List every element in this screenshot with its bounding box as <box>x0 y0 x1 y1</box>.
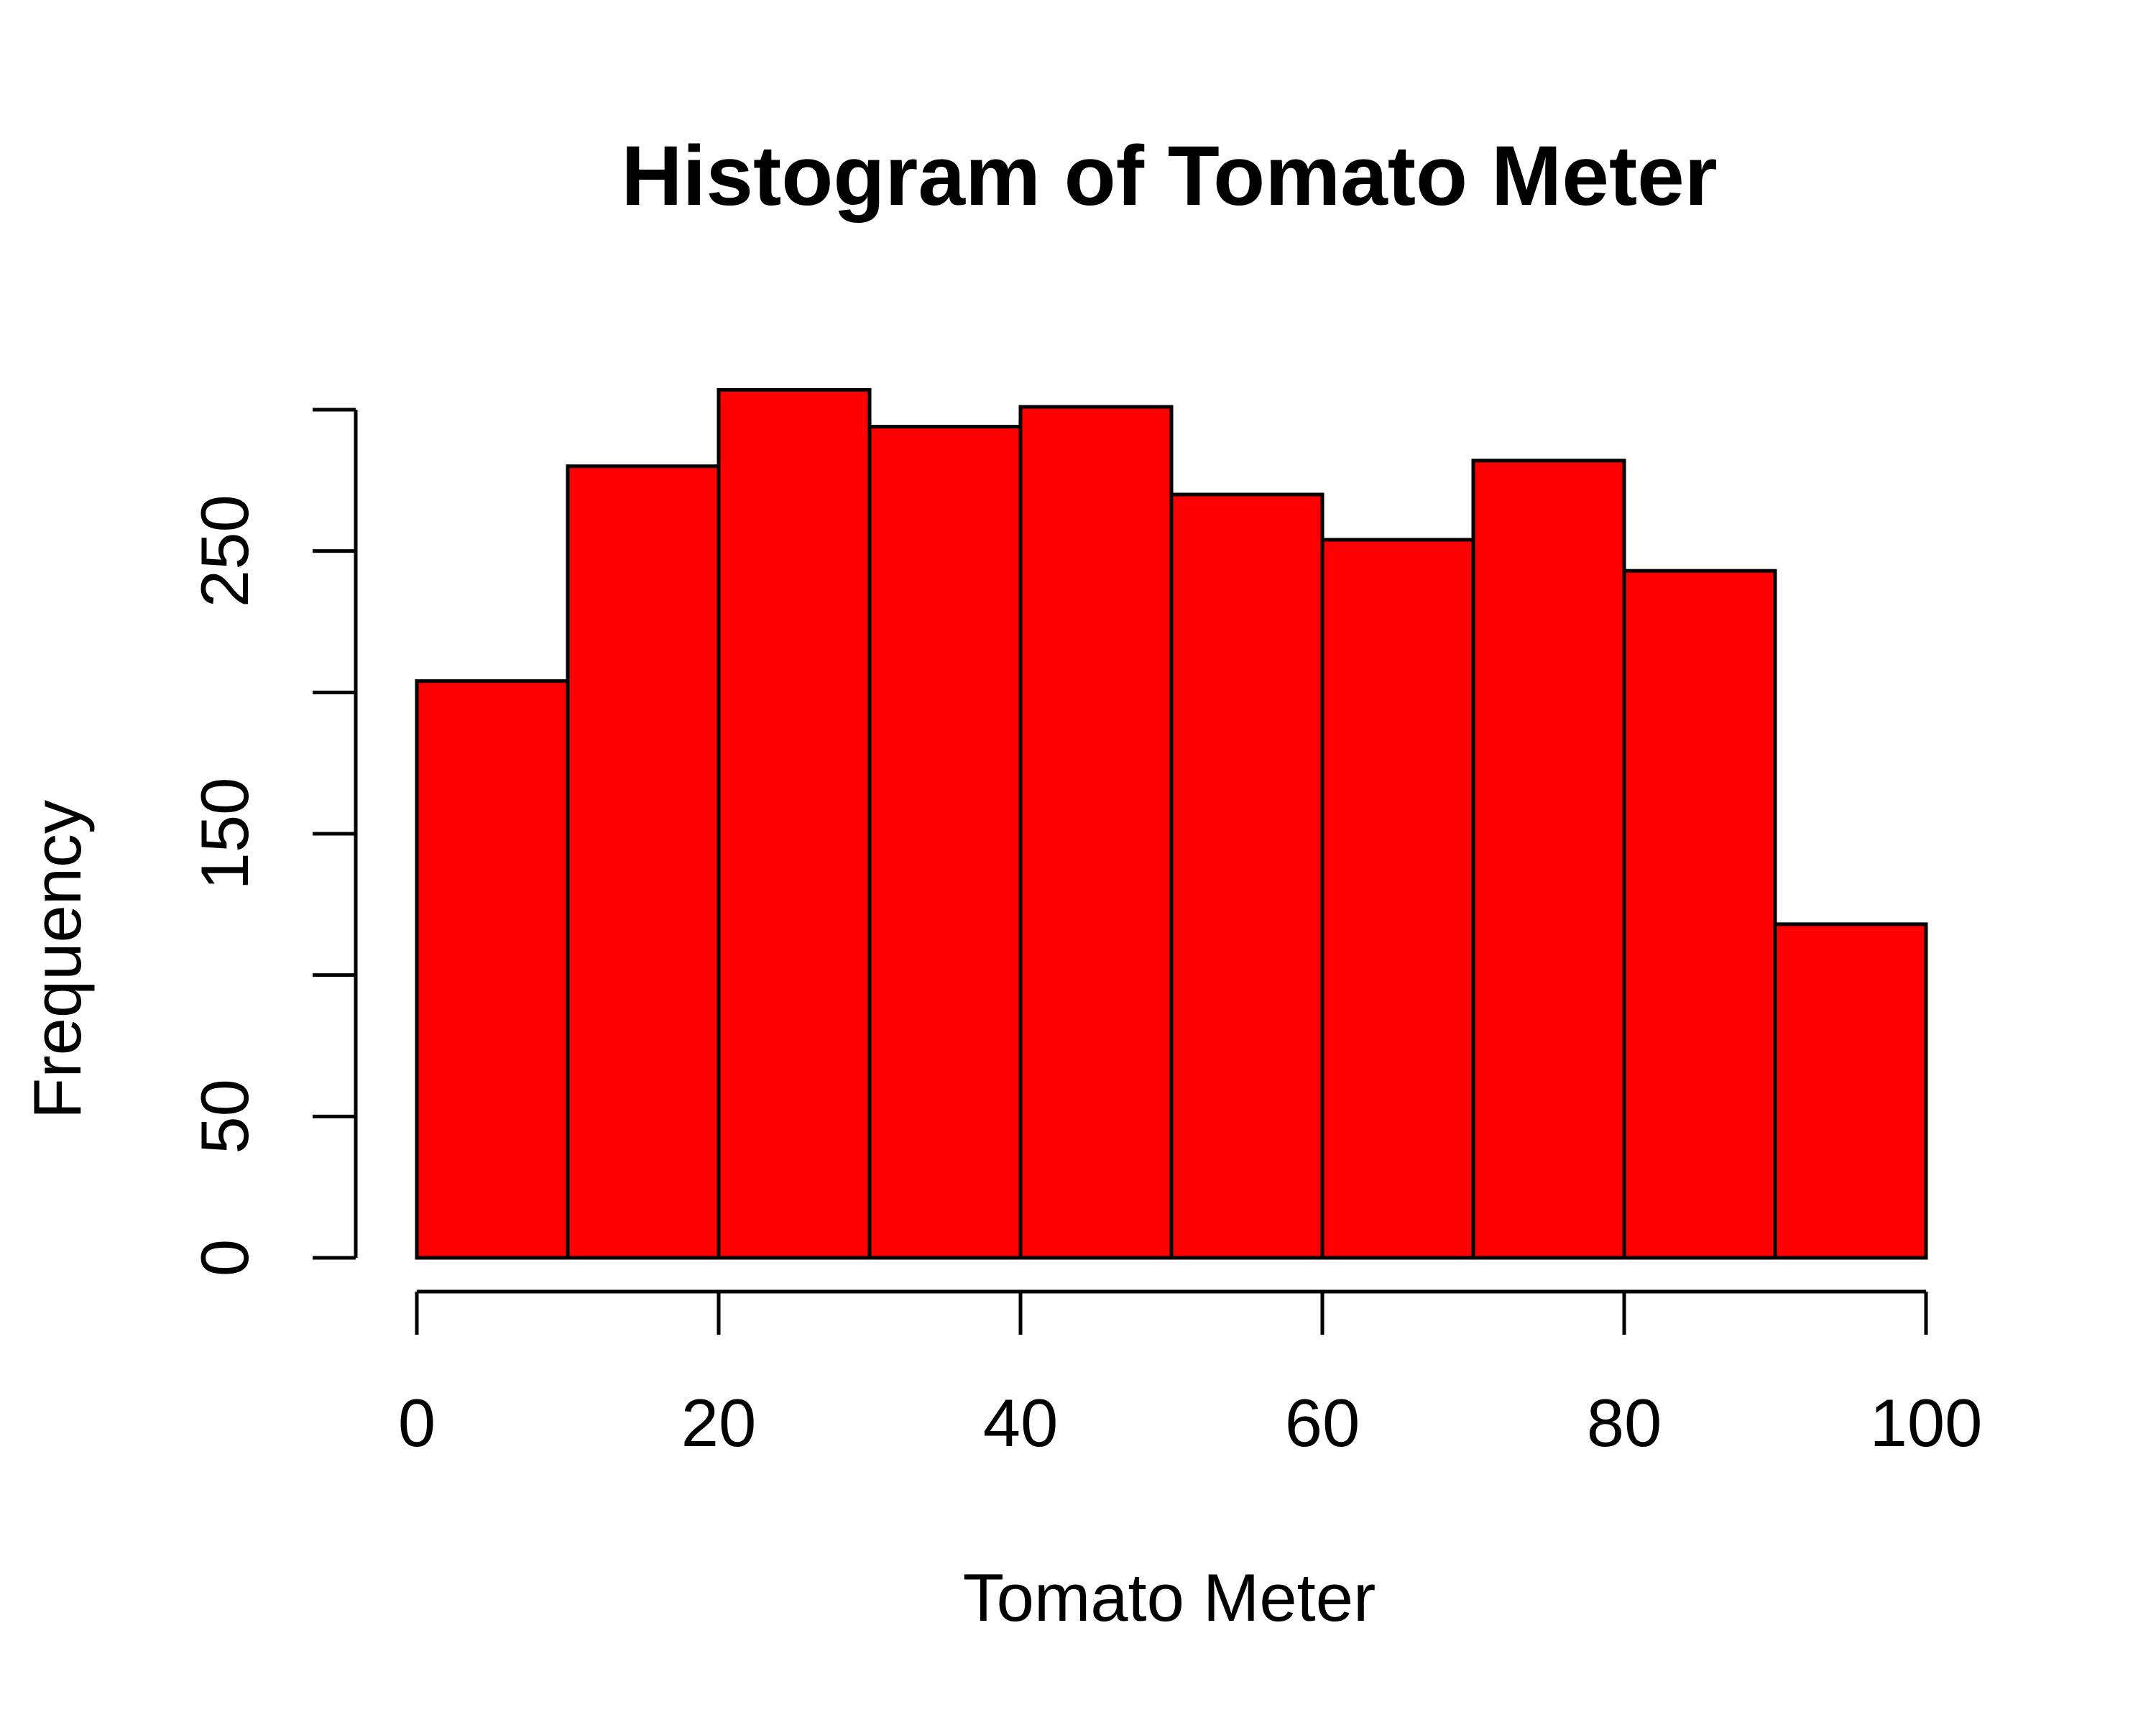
x-tick-label: 100 <box>1870 1385 1983 1460</box>
y-tick-label: 250 <box>187 494 262 607</box>
x-tick-label: 60 <box>1285 1385 1360 1460</box>
bars-group <box>415 387 1928 1260</box>
histogram-bar <box>415 679 570 1260</box>
x-tick-label: 40 <box>983 1385 1059 1460</box>
y-axis: 0 50 150 250 <box>187 408 358 1276</box>
histogram-bar <box>566 464 721 1260</box>
histogram-bar <box>867 425 1023 1260</box>
histogram-bar <box>1320 538 1475 1260</box>
x-tick-label: 0 <box>398 1385 436 1460</box>
y-tick-label: 0 <box>187 1239 262 1276</box>
histogram-bar <box>1471 459 1626 1260</box>
x-tick-label: 80 <box>1587 1385 1662 1460</box>
x-tick-label: 20 <box>681 1385 757 1460</box>
x-axis: 0 20 40 60 80 100 <box>398 1289 1983 1460</box>
y-tick-label: 50 <box>187 1079 262 1154</box>
histogram-bar <box>1622 569 1777 1260</box>
x-axis-label: Tomato Meter <box>963 1560 1376 1635</box>
histogram-bar <box>1773 922 1928 1260</box>
histogram-bar <box>1018 405 1174 1260</box>
chart-title: Histogram of Tomato Meter <box>621 129 1717 224</box>
y-axis-label: Frequency <box>19 800 95 1119</box>
histogram-bar <box>1169 492 1325 1260</box>
y-tick-label: 150 <box>187 778 262 891</box>
histogram-bar <box>717 387 872 1260</box>
